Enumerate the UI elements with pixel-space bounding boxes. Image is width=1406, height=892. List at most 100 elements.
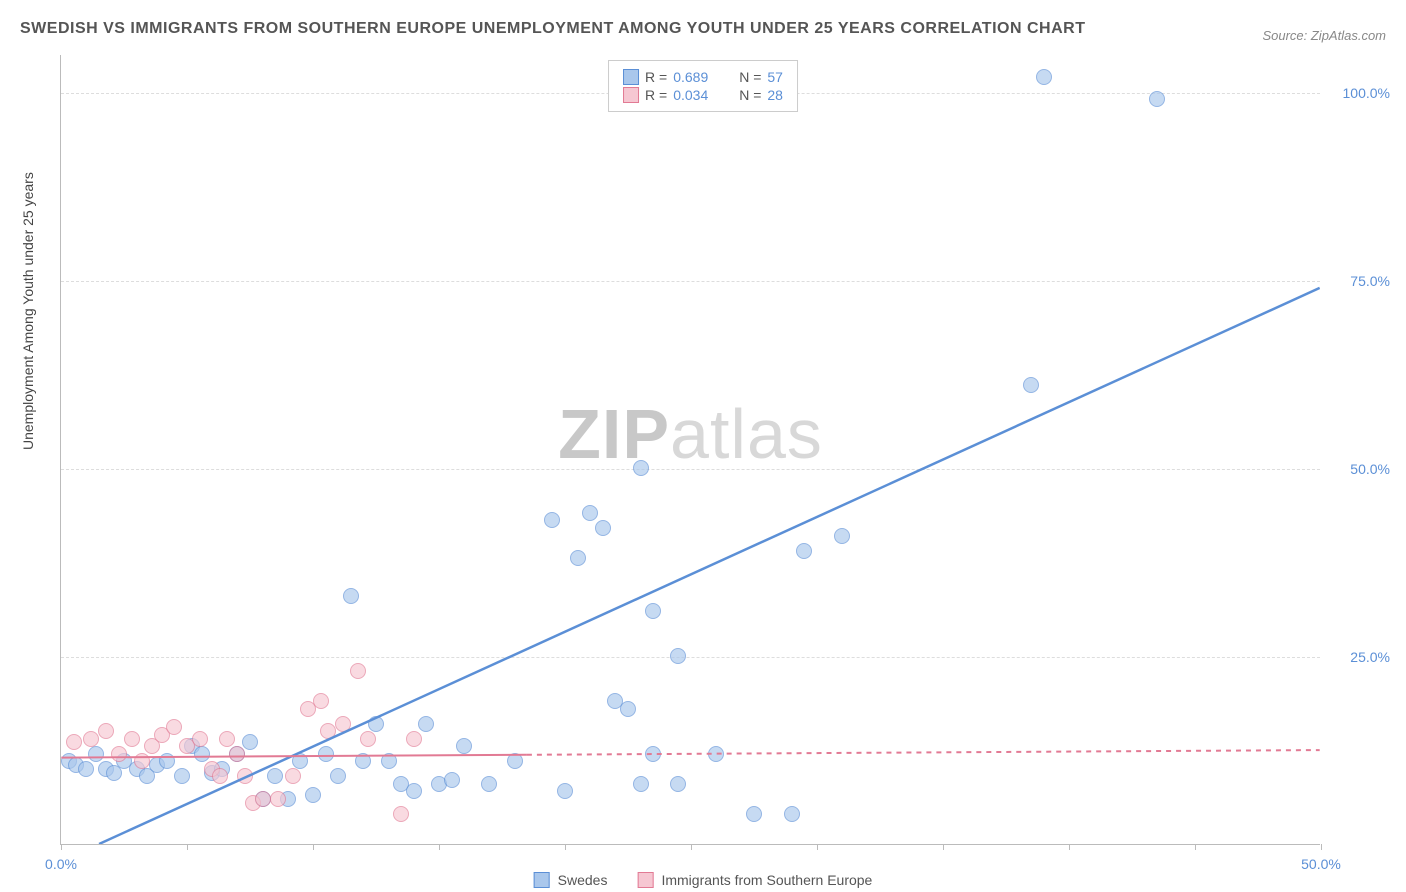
scatter-point	[381, 753, 397, 769]
scatter-point	[335, 716, 351, 732]
x-tick	[817, 844, 818, 850]
scatter-point	[285, 768, 301, 784]
x-tick-label: 50.0%	[1301, 856, 1341, 872]
scatter-point	[320, 723, 336, 739]
scatter-point	[330, 768, 346, 784]
x-tick	[565, 844, 566, 850]
scatter-point	[708, 746, 724, 762]
scatter-point	[98, 723, 114, 739]
scatter-point	[292, 753, 308, 769]
scatter-point	[393, 806, 409, 822]
scatter-point	[159, 753, 175, 769]
y-tick-label: 100.0%	[1343, 85, 1390, 101]
x-tick-label: 0.0%	[45, 856, 77, 872]
r-value: 0.689	[673, 69, 723, 85]
legend-label: Immigrants from Southern Europe	[661, 872, 872, 888]
scatter-point	[242, 734, 258, 750]
scatter-point	[670, 648, 686, 664]
scatter-point	[368, 716, 384, 732]
scatter-point	[645, 603, 661, 619]
scatter-point	[192, 731, 208, 747]
scatter-point	[134, 753, 150, 769]
scatter-point	[746, 806, 762, 822]
source-attribution: Source: ZipAtlas.com	[1262, 28, 1386, 43]
scatter-point	[88, 746, 104, 762]
scatter-point	[255, 791, 271, 807]
scatter-point	[313, 693, 329, 709]
legend-item: Swedes	[534, 872, 608, 888]
scatter-point	[481, 776, 497, 792]
n-value: 28	[767, 87, 783, 103]
scatter-point	[570, 550, 586, 566]
legend-label: Swedes	[558, 872, 608, 888]
scatter-point	[229, 746, 245, 762]
x-tick	[439, 844, 440, 850]
trend-lines	[61, 55, 1320, 844]
scatter-point	[318, 746, 334, 762]
scatter-point	[270, 791, 286, 807]
x-tick	[1195, 844, 1196, 850]
page-title: SWEDISH VS IMMIGRANTS FROM SOUTHERN EURO…	[20, 20, 1085, 38]
x-tick	[943, 844, 944, 850]
gridline	[61, 281, 1320, 282]
scatter-point	[406, 783, 422, 799]
scatter-point	[456, 738, 472, 754]
scatter-point	[350, 663, 366, 679]
legend-swatch	[534, 872, 550, 888]
scatter-point	[219, 731, 235, 747]
scatter-point	[343, 588, 359, 604]
scatter-point	[633, 776, 649, 792]
legend-swatch	[623, 69, 639, 85]
scatter-point	[834, 528, 850, 544]
scatter-point	[1023, 377, 1039, 393]
scatter-point	[166, 719, 182, 735]
scatter-point	[124, 731, 140, 747]
scatter-point	[633, 460, 649, 476]
correlation-legend: R = 0.689 N = 57R = 0.034 N = 28	[608, 60, 798, 112]
scatter-point	[784, 806, 800, 822]
n-value: 57	[767, 69, 783, 85]
scatter-point	[1036, 69, 1052, 85]
scatter-point	[267, 768, 283, 784]
legend-row: R =0.034N =28	[623, 87, 783, 103]
y-tick-label: 25.0%	[1350, 649, 1390, 665]
r-label: R =	[645, 69, 667, 85]
gridline	[61, 469, 1320, 470]
scatter-point	[595, 520, 611, 536]
scatter-point	[507, 753, 523, 769]
scatter-point	[78, 761, 94, 777]
scatter-point	[174, 768, 190, 784]
y-axis-label: Unemployment Among Youth under 25 years	[20, 172, 36, 450]
legend-row: R = 0.689 N = 57	[623, 69, 783, 85]
scatter-point	[1149, 91, 1165, 107]
x-tick	[61, 844, 62, 850]
legend-swatch	[637, 872, 653, 888]
scatter-point	[796, 543, 812, 559]
x-tick	[313, 844, 314, 850]
legend-item: Immigrants from Southern Europe	[637, 872, 872, 888]
x-tick	[691, 844, 692, 850]
y-tick-label: 75.0%	[1350, 273, 1390, 289]
scatter-point	[544, 512, 560, 528]
scatter-point	[83, 731, 99, 747]
gridline	[61, 657, 1320, 658]
scatter-point	[237, 768, 253, 784]
scatter-point	[355, 753, 371, 769]
scatter-point	[111, 746, 127, 762]
series-legend: Swedes Immigrants from Southern Europe	[534, 872, 873, 888]
watermark: ZIPatlas	[558, 394, 823, 474]
scatter-point	[305, 787, 321, 803]
r-value: 0.034	[673, 87, 723, 103]
n-label: N =	[739, 69, 761, 85]
scatter-point	[645, 746, 661, 762]
scatter-point	[406, 731, 422, 747]
scatter-point	[212, 768, 228, 784]
x-tick	[1069, 844, 1070, 850]
scatter-chart: ZIPatlas 25.0%50.0%75.0%100.0%0.0%50.0%	[60, 55, 1320, 845]
n-label: N =	[739, 87, 761, 103]
scatter-point	[620, 701, 636, 717]
scatter-point	[444, 772, 460, 788]
y-tick-label: 50.0%	[1350, 461, 1390, 477]
scatter-point	[670, 776, 686, 792]
scatter-point	[418, 716, 434, 732]
